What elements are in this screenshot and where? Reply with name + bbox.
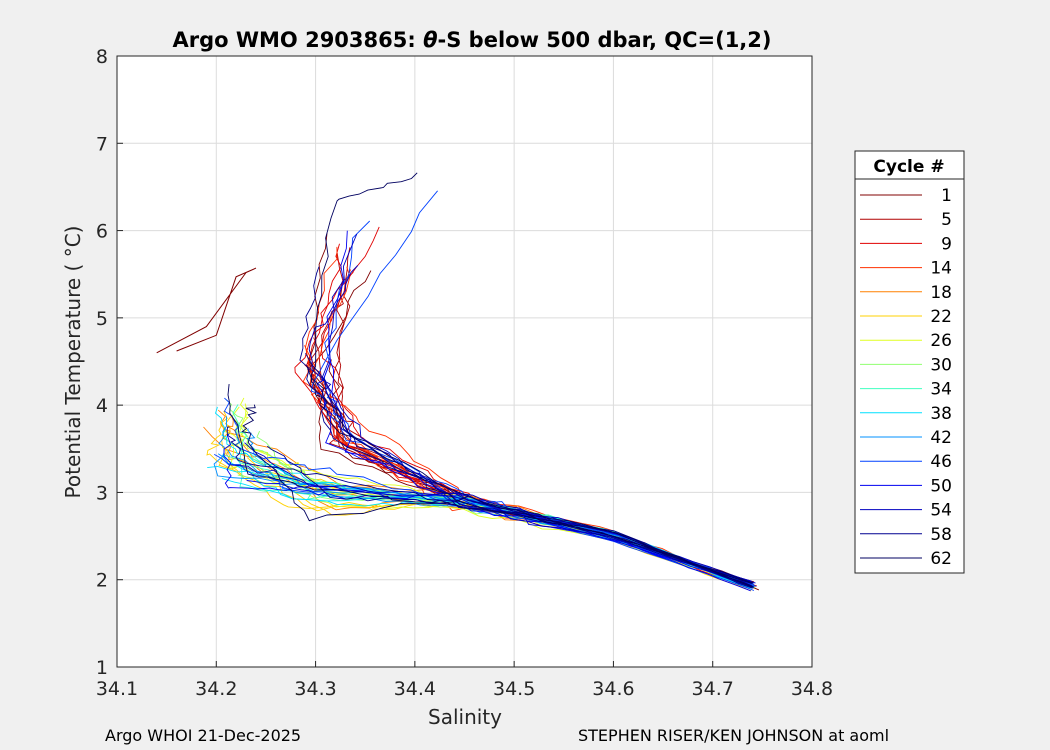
legend-label-30: 30 [930,355,952,375]
legend-label-22: 22 [930,307,952,327]
profile-line-cycle-58 [299,266,753,587]
profile-line-cycle-58 [267,445,751,586]
chart-title: Argo WMO 2903865: θ-S below 500 dbar, QC… [172,28,771,52]
profile-line-cycle-58 [226,426,753,589]
legend-box [854,150,965,574]
footer-right: STEPHEN RISER/KEN JOHNSON at aoml [578,726,890,745]
legend-label-26: 26 [930,331,952,351]
x-tick-label: 34.2 [195,678,237,700]
y-tick-label: 6 [96,221,108,243]
y-tick-label: 5 [96,308,108,330]
profile-line-cycle-50 [329,361,755,588]
legend-label-5: 5 [941,210,952,230]
profile-line-cycle-54 [308,265,752,584]
legend-label-62: 62 [930,549,952,569]
profile-line-cycle-62 [227,384,753,588]
legend-items: 1 5 9 14 18 22 26 30 34 38 42 46 50 54 58 62 [860,186,952,569]
x-tick-label: 34.7 [692,678,734,700]
y-tick-label: 3 [96,482,108,504]
y-axis-label: Potential Temperature ( °C) [61,226,85,499]
footer-left: Argo WHOI 21-Dec-2025 [105,726,302,745]
legend-label-58: 58 [930,525,952,545]
legend-title: Cycle # [873,157,944,177]
legend-label-50: 50 [930,476,952,496]
profiles [156,172,760,592]
legend: Cycle # 1 5 9 14 18 22 26 30 34 38 42 46 50 54 58 62 [854,150,965,574]
plot-frame [116,55,813,668]
legend-label-14: 14 [930,259,952,279]
legend-label-34: 34 [930,380,952,400]
x-tick-label: 34.4 [394,678,436,700]
x-tick-label: 34.3 [294,678,336,700]
legend-label-46: 46 [930,452,952,472]
x-axis-label: Salinity [428,705,502,729]
y-tick-label: 2 [96,570,108,592]
y-tick-label: 4 [96,395,108,417]
y-tick-label: 7 [96,133,108,155]
axis-ticks: 34.1 34.2 34.3 34.4 34.5 34.6 34.7 34.8 1 2 3 4 5 6 7 8 [96,46,833,700]
legend-label-18: 18 [930,283,952,303]
profile-line-outlier [156,267,257,354]
x-tick-label: 34.5 [493,678,535,700]
x-tick-label: 34.1 [96,678,138,700]
profile-line-cycle-46 [223,397,755,591]
x-tick-label: 34.8 [791,678,833,700]
legend-label-1: 1 [941,186,952,206]
legend-label-54: 54 [930,501,952,521]
y-tick-label: 1 [96,657,108,679]
profile-line-cycle-38 [207,465,755,587]
legend-label-42: 42 [930,428,952,448]
legend-label-9: 9 [941,234,952,254]
profile-line-cycle-62 [305,364,752,584]
y-tick-label: 8 [96,46,108,68]
legend-label-38: 38 [930,404,952,424]
x-tick-label: 34.6 [592,678,634,700]
